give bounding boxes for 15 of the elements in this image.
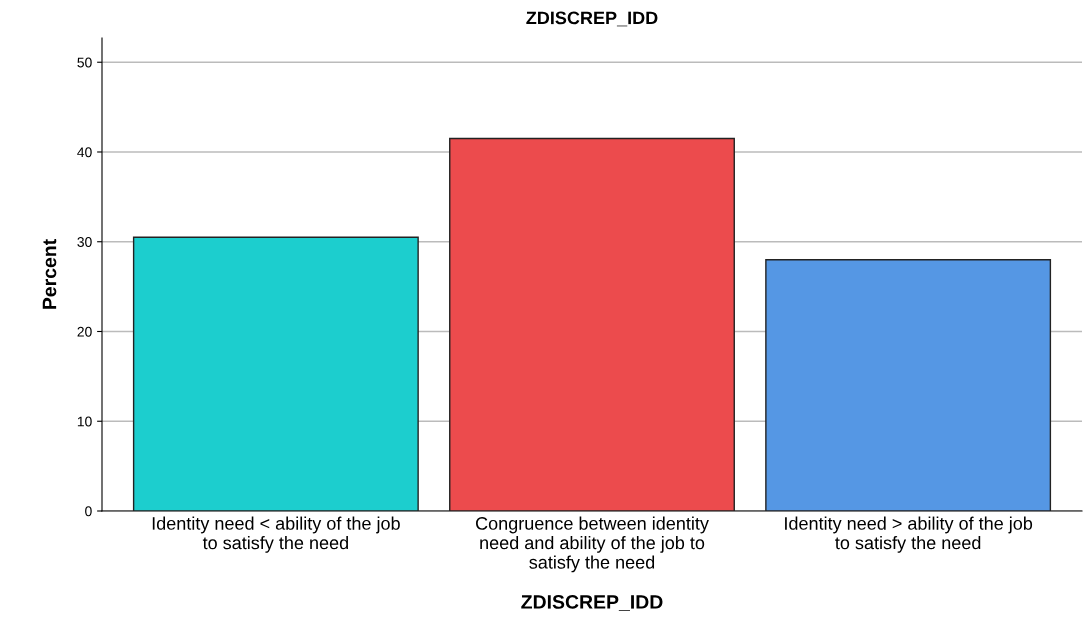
bar bbox=[132, 236, 419, 511]
x-tick-label: Congruence between identity need and ability of the job to satisfy the need bbox=[475, 516, 709, 573]
y-tick-label: 20 bbox=[77, 326, 92, 337]
bar bbox=[449, 137, 735, 511]
y-tick-label: 30 bbox=[77, 237, 92, 247]
y-tick-label: 50 bbox=[77, 57, 92, 68]
x-tick-label: Identity need > ability of the job to satisfy the need bbox=[785, 516, 1033, 553]
bar bbox=[765, 258, 1052, 511]
y-tick-label: 40 bbox=[77, 147, 92, 158]
x-axis-title: ZDISCREP_IDD bbox=[521, 595, 663, 611]
y-tick-label: 10 bbox=[77, 416, 92, 427]
chart-title: ZDISCREP_IDD bbox=[526, 11, 658, 27]
y-axis-title: Percent bbox=[42, 239, 57, 309]
x-tick-label: Identity need < ability of the job to satisfy the need bbox=[152, 516, 400, 553]
y-tick-label: 0 bbox=[85, 506, 92, 517]
